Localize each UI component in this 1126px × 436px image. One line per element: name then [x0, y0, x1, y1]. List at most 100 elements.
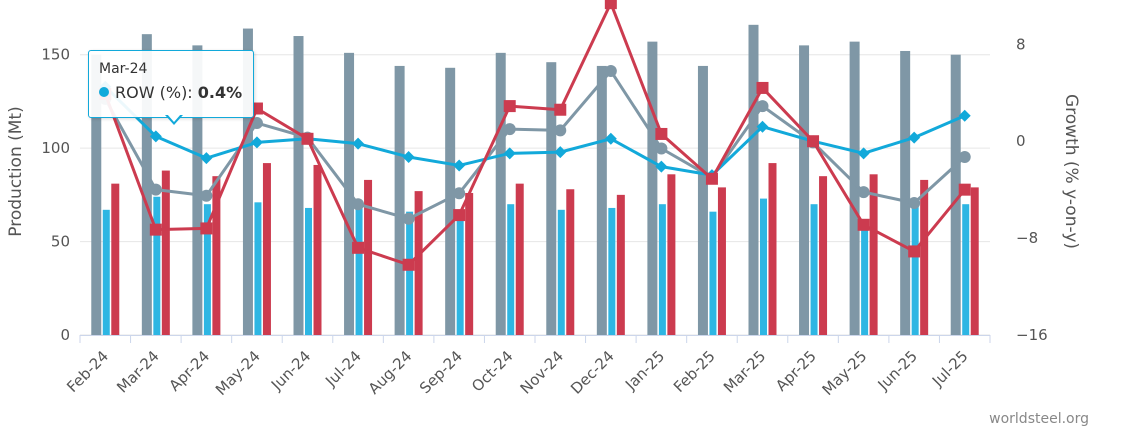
bar-china-8 [515, 183, 524, 335]
tooltip-value: 0.4% [197, 83, 243, 102]
bar-row-6 [406, 211, 414, 335]
y-left-tick-label-0: 0 [60, 326, 70, 344]
bar-world-2 [192, 45, 203, 335]
chart-credit: worldsteel.org [989, 411, 1089, 427]
x-tick-label-9: Nov-24 [517, 347, 567, 397]
point-china-8 [503, 100, 516, 113]
y-right-tick-label-0: −16 [1016, 326, 1048, 344]
point-china-15 [857, 218, 870, 231]
tooltip-label: ROW (%): [115, 83, 198, 102]
point-world-10 [604, 64, 617, 77]
x-tick-label-1: Mar-24 [113, 347, 162, 396]
point-row-3 [250, 136, 263, 149]
x-tick-label-8: Oct-24 [468, 347, 516, 395]
x-tick-label-5: Jul-24 [321, 347, 365, 391]
bar-world-15 [849, 41, 860, 336]
bar-china-16 [920, 179, 929, 335]
point-row-5 [352, 137, 365, 150]
point-china-5 [352, 241, 365, 254]
y-left-tick-label-2: 100 [41, 139, 70, 157]
bar-world-10 [596, 65, 607, 335]
bar-china-4 [313, 164, 322, 335]
x-tick-label-2: Apr-24 [165, 347, 213, 395]
point-world-9 [554, 124, 567, 137]
bar-world-7 [445, 67, 456, 336]
bar-row-5 [355, 206, 363, 335]
point-row-7 [453, 159, 466, 172]
bar-china-0 [111, 183, 120, 335]
point-world-11 [655, 142, 668, 155]
x-tick-label-12: Feb-25 [670, 347, 719, 396]
point-world-6 [402, 212, 415, 225]
x-tick-label-13: Mar-25 [720, 347, 769, 396]
point-china-13 [756, 81, 769, 94]
point-world-7 [453, 187, 466, 200]
bar-world-1 [141, 34, 152, 335]
bar-row-17 [962, 204, 970, 335]
bar-china-9 [566, 189, 575, 335]
bar-row-7 [456, 221, 464, 335]
y-left-tick-label-3: 150 [41, 46, 70, 64]
point-row-6 [402, 150, 415, 163]
line-china-growth [103, 1, 966, 267]
point-row-16 [908, 131, 921, 144]
bar-row-14 [810, 204, 818, 335]
bar-world-13 [748, 24, 759, 336]
bar-world-14 [799, 45, 810, 335]
x-tick-label-0: Feb-24 [63, 347, 112, 396]
x-tick-label-4: Jun-24 [267, 347, 314, 394]
y-left-axis-title: Production (Mt) [6, 106, 26, 236]
tooltip-series-dot [99, 87, 109, 97]
bar-world-12 [697, 65, 708, 335]
x-tick-label-10: Dec-24 [567, 347, 618, 398]
point-china-11 [655, 127, 668, 140]
x-tick-label-17: Jul-25 [928, 347, 972, 391]
x-tick-label-11: Jan-25 [621, 347, 668, 394]
point-world-8 [503, 123, 516, 136]
y-left-tick-label-1: 50 [51, 233, 70, 251]
bar-world-3 [242, 28, 253, 335]
x-tick-label-3: May-24 [212, 347, 264, 399]
point-china-2 [200, 222, 213, 235]
point-row-8 [503, 147, 516, 160]
bar-row-12 [709, 211, 717, 335]
point-china-10 [604, 0, 617, 10]
point-world-17 [958, 150, 971, 163]
bar-row-10 [608, 207, 616, 335]
bar-world-6 [394, 65, 405, 335]
y-right-tick-label-1: −8 [1016, 229, 1038, 247]
point-china-7 [453, 209, 466, 222]
point-row-11 [655, 160, 668, 173]
bar-china-1 [161, 170, 170, 335]
bar-china-3 [262, 163, 271, 335]
bar-row-13 [760, 198, 767, 335]
point-row-13 [756, 120, 769, 133]
bar-row-4 [305, 207, 312, 335]
x-tick-label-15: May-25 [819, 347, 871, 399]
point-row-15 [857, 147, 870, 160]
y-right-tick-label-2: 0 [1016, 132, 1026, 150]
bar-world-16 [900, 50, 911, 335]
point-china-9 [554, 103, 567, 116]
bar-world-17 [950, 54, 961, 335]
point-world-1 [149, 183, 162, 196]
bar-world-8 [495, 52, 506, 336]
point-row-10 [604, 132, 617, 145]
point-china-16 [908, 245, 921, 258]
tooltip-title: Mar-24 [99, 61, 148, 77]
x-tick-label-7: Sep-24 [416, 347, 466, 397]
point-china-1 [149, 223, 162, 236]
x-tick-label-16: Jun-25 [874, 347, 921, 394]
bar-china-2 [212, 176, 221, 335]
bar-row-0 [102, 209, 110, 335]
point-world-13 [756, 100, 769, 113]
point-world-15 [857, 186, 870, 199]
bar-china-15 [869, 174, 878, 335]
y-right-axis-title: Growth (% y-on-y) [1061, 94, 1081, 249]
bar-row-9 [557, 209, 565, 335]
bar-row-16 [911, 204, 919, 335]
point-world-5 [352, 198, 365, 211]
bar-china-10 [616, 194, 625, 335]
